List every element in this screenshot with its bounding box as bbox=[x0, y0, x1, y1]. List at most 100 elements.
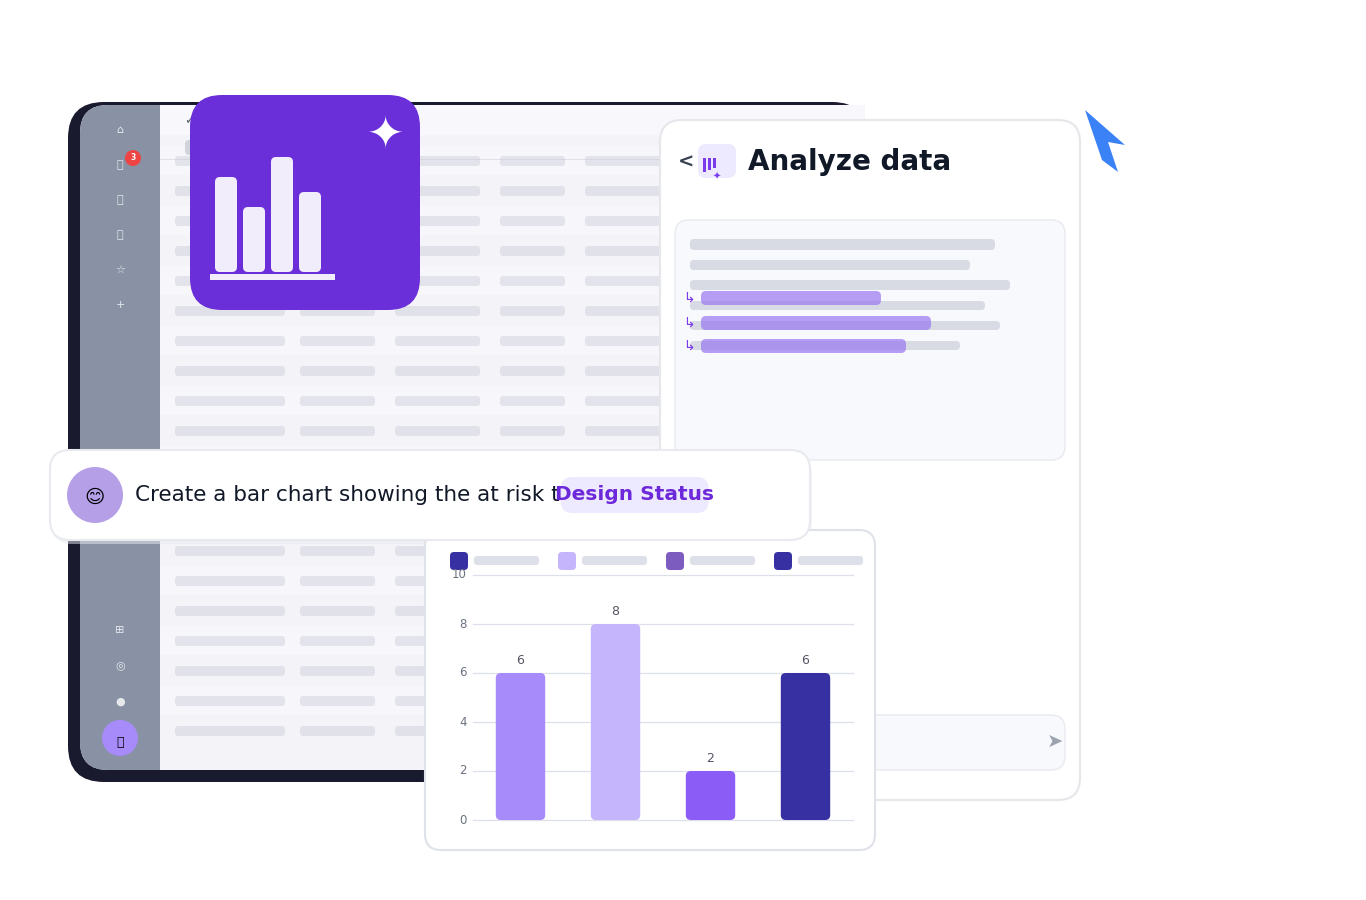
FancyBboxPatch shape bbox=[775, 276, 831, 286]
FancyBboxPatch shape bbox=[500, 306, 566, 316]
FancyBboxPatch shape bbox=[68, 102, 867, 782]
FancyBboxPatch shape bbox=[684, 696, 755, 706]
FancyBboxPatch shape bbox=[496, 673, 545, 820]
FancyBboxPatch shape bbox=[684, 456, 755, 466]
FancyBboxPatch shape bbox=[582, 556, 647, 565]
FancyBboxPatch shape bbox=[395, 156, 479, 166]
FancyBboxPatch shape bbox=[500, 246, 566, 256]
FancyBboxPatch shape bbox=[585, 336, 665, 346]
FancyBboxPatch shape bbox=[395, 396, 479, 406]
FancyBboxPatch shape bbox=[500, 666, 566, 676]
FancyBboxPatch shape bbox=[449, 552, 469, 570]
FancyBboxPatch shape bbox=[235, 140, 280, 155]
FancyBboxPatch shape bbox=[585, 426, 665, 436]
FancyBboxPatch shape bbox=[684, 576, 755, 586]
FancyBboxPatch shape bbox=[500, 726, 566, 736]
Text: +: + bbox=[115, 300, 124, 310]
FancyBboxPatch shape bbox=[395, 636, 479, 646]
FancyBboxPatch shape bbox=[698, 144, 736, 178]
Bar bbox=[160, 386, 865, 415]
Text: Design Status: Design Status bbox=[555, 485, 714, 505]
FancyBboxPatch shape bbox=[775, 552, 792, 570]
FancyBboxPatch shape bbox=[500, 576, 566, 586]
Bar bbox=[160, 566, 865, 595]
FancyBboxPatch shape bbox=[175, 666, 285, 676]
FancyBboxPatch shape bbox=[301, 276, 376, 286]
FancyBboxPatch shape bbox=[560, 477, 709, 513]
FancyBboxPatch shape bbox=[395, 276, 479, 286]
FancyBboxPatch shape bbox=[301, 696, 376, 706]
FancyBboxPatch shape bbox=[395, 606, 479, 616]
Bar bbox=[160, 446, 865, 475]
FancyBboxPatch shape bbox=[684, 336, 755, 346]
FancyBboxPatch shape bbox=[585, 726, 665, 736]
FancyBboxPatch shape bbox=[775, 396, 831, 406]
FancyBboxPatch shape bbox=[301, 546, 376, 556]
Bar bbox=[160, 416, 865, 445]
Bar bbox=[160, 716, 865, 745]
FancyBboxPatch shape bbox=[395, 306, 479, 316]
FancyBboxPatch shape bbox=[775, 156, 831, 166]
Text: ✓ smartsheet: ✓ smartsheet bbox=[184, 113, 280, 127]
FancyBboxPatch shape bbox=[301, 306, 376, 316]
FancyBboxPatch shape bbox=[775, 726, 831, 736]
FancyBboxPatch shape bbox=[175, 726, 285, 736]
FancyBboxPatch shape bbox=[675, 220, 1065, 460]
FancyBboxPatch shape bbox=[270, 157, 292, 272]
FancyBboxPatch shape bbox=[775, 696, 831, 706]
Text: ↳: ↳ bbox=[683, 317, 695, 331]
FancyBboxPatch shape bbox=[395, 696, 479, 706]
FancyBboxPatch shape bbox=[175, 216, 285, 226]
FancyBboxPatch shape bbox=[500, 606, 566, 616]
Text: ⏰: ⏰ bbox=[116, 230, 123, 240]
Text: ✦: ✦ bbox=[366, 113, 403, 157]
Bar bbox=[160, 266, 865, 295]
Text: 10: 10 bbox=[452, 569, 467, 581]
Bar bbox=[160, 626, 865, 655]
FancyBboxPatch shape bbox=[585, 186, 665, 196]
Bar bbox=[160, 686, 865, 715]
FancyBboxPatch shape bbox=[775, 486, 831, 496]
FancyBboxPatch shape bbox=[667, 552, 684, 570]
FancyBboxPatch shape bbox=[775, 546, 831, 556]
FancyBboxPatch shape bbox=[690, 260, 970, 270]
FancyBboxPatch shape bbox=[500, 366, 566, 376]
FancyBboxPatch shape bbox=[701, 316, 932, 330]
FancyBboxPatch shape bbox=[500, 636, 566, 646]
FancyBboxPatch shape bbox=[684, 366, 755, 376]
Bar bbox=[160, 206, 865, 235]
FancyBboxPatch shape bbox=[243, 207, 265, 272]
Text: 2: 2 bbox=[459, 764, 467, 778]
Circle shape bbox=[102, 720, 138, 756]
FancyBboxPatch shape bbox=[585, 606, 665, 616]
FancyBboxPatch shape bbox=[775, 636, 831, 646]
Text: 👤: 👤 bbox=[116, 735, 124, 749]
FancyBboxPatch shape bbox=[675, 715, 1065, 770]
FancyBboxPatch shape bbox=[775, 336, 831, 346]
FancyBboxPatch shape bbox=[690, 341, 960, 350]
Text: 6: 6 bbox=[459, 667, 467, 680]
Text: ↳: ↳ bbox=[683, 340, 695, 354]
FancyBboxPatch shape bbox=[175, 486, 285, 496]
FancyBboxPatch shape bbox=[175, 606, 285, 616]
FancyBboxPatch shape bbox=[301, 426, 376, 436]
FancyBboxPatch shape bbox=[686, 771, 735, 820]
Bar bbox=[160, 506, 865, 535]
FancyBboxPatch shape bbox=[301, 666, 376, 676]
FancyBboxPatch shape bbox=[684, 726, 755, 736]
FancyBboxPatch shape bbox=[591, 624, 641, 820]
FancyBboxPatch shape bbox=[690, 301, 985, 310]
Text: 4: 4 bbox=[459, 716, 467, 728]
FancyBboxPatch shape bbox=[301, 636, 376, 646]
Circle shape bbox=[126, 150, 141, 166]
Text: ◎: ◎ bbox=[115, 660, 124, 670]
Bar bbox=[160, 656, 865, 685]
FancyBboxPatch shape bbox=[301, 156, 376, 166]
FancyBboxPatch shape bbox=[395, 246, 479, 256]
FancyBboxPatch shape bbox=[690, 321, 1000, 330]
Text: ✦: ✦ bbox=[713, 172, 721, 182]
FancyBboxPatch shape bbox=[175, 636, 285, 646]
Bar bbox=[160, 536, 865, 565]
FancyBboxPatch shape bbox=[775, 606, 831, 616]
FancyBboxPatch shape bbox=[175, 366, 285, 376]
